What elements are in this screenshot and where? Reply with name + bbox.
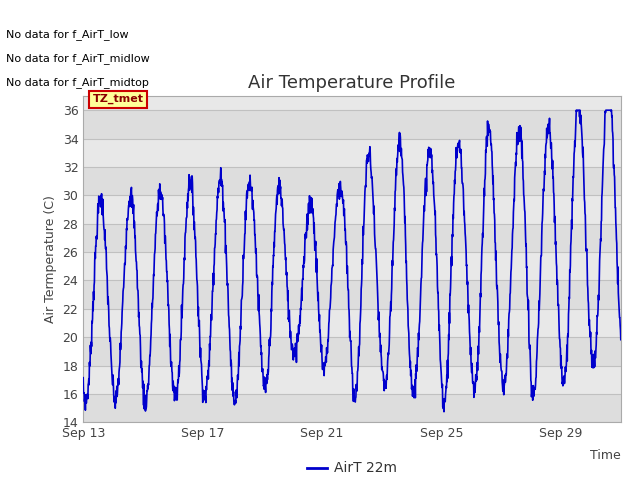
Bar — [83, 224, 621, 252]
Bar — [83, 394, 621, 422]
Bar — [83, 110, 621, 139]
Y-axis label: Air Termperature (C): Air Termperature (C) — [44, 195, 57, 323]
Legend: AirT 22m: AirT 22m — [301, 456, 403, 480]
Bar — [83, 337, 621, 366]
Text: No data for f_AirT_midlow: No data for f_AirT_midlow — [6, 53, 150, 64]
Text: No data for f_AirT_midtop: No data for f_AirT_midtop — [6, 77, 149, 88]
Bar — [83, 280, 621, 309]
Text: Time: Time — [590, 448, 621, 461]
Bar — [83, 167, 621, 195]
Title: Air Temperature Profile: Air Temperature Profile — [248, 73, 456, 92]
Text: TZ_tmet: TZ_tmet — [93, 94, 144, 105]
Text: No data for f_AirT_low: No data for f_AirT_low — [6, 29, 129, 40]
